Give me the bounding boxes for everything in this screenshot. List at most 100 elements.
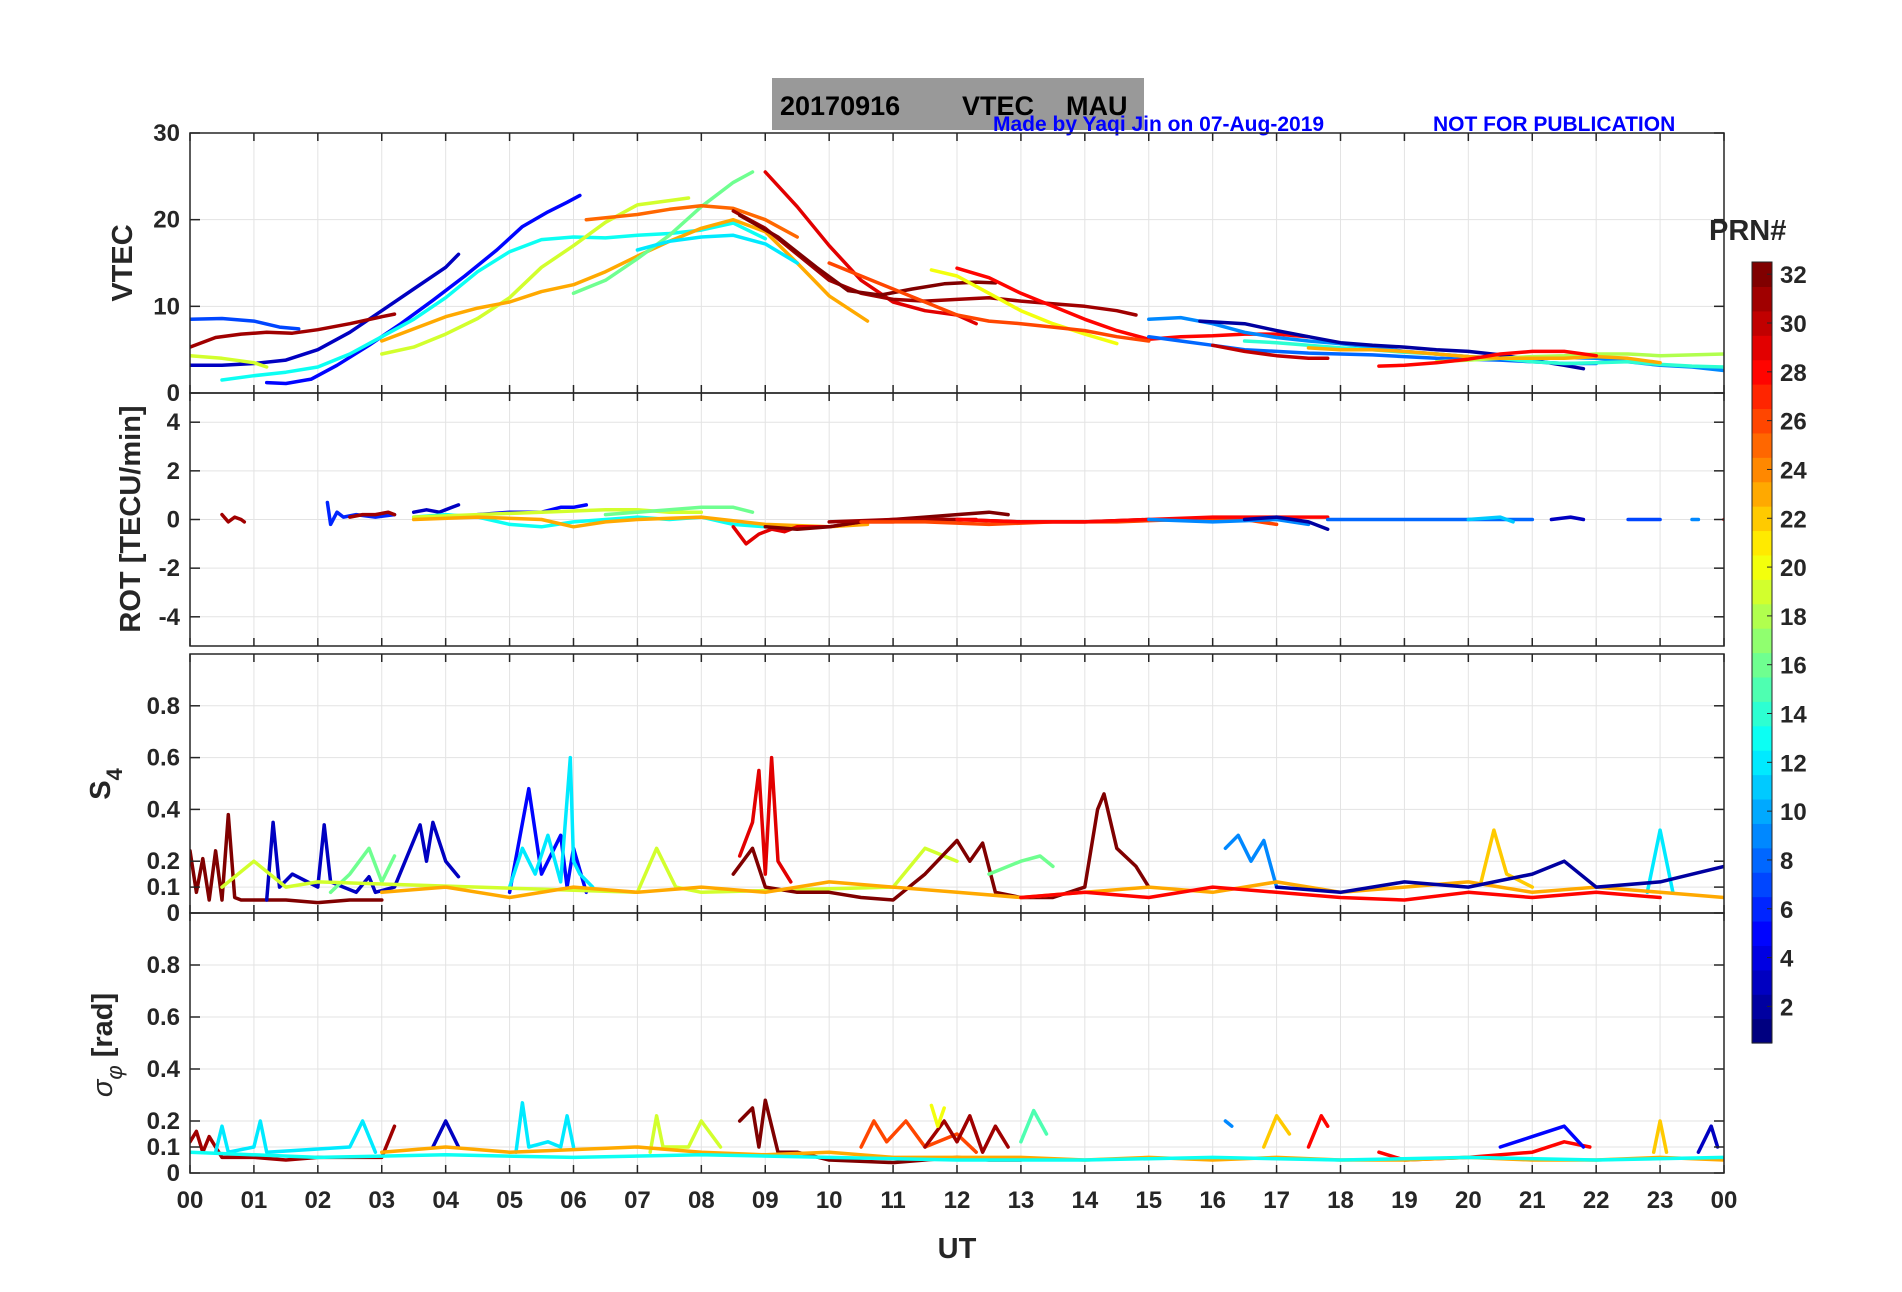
colorbar-tick-label: 28 (1780, 360, 1807, 387)
series-prn-19 (220, 846, 959, 895)
colorbar-cell (1752, 579, 1772, 605)
series-prn-29 (737, 755, 793, 884)
y-tick-label: 0.6 (147, 1004, 180, 1031)
series-prn-7 (190, 316, 301, 331)
series-prn-9 (1147, 517, 1311, 527)
s4-yticks: 00.10.2 0.4 0.6 0.8 (147, 654, 1725, 927)
colorbar-cell (1752, 432, 1772, 458)
series-prn-31 (220, 512, 247, 524)
x-tick-label: 09 (752, 1187, 779, 1214)
series-prn-31 (923, 1114, 1010, 1154)
x-tick-label: 17 (1263, 1187, 1290, 1214)
x-tick-label: 12 (944, 1187, 971, 1214)
colorbar-cell (1752, 408, 1772, 434)
series-prn-19 (190, 353, 269, 369)
series-prn-3 (411, 503, 461, 514)
colorbar-cell (1752, 725, 1772, 751)
series-prn-23 (380, 217, 870, 343)
y-tick-label: 20 (153, 207, 180, 234)
y-tick-label: 0.8 (147, 693, 180, 720)
series-prn-9 (1223, 833, 1279, 889)
colorbar-cell (1752, 628, 1772, 654)
series-prn-9 (1223, 1119, 1234, 1128)
colorbar-cell (1752, 530, 1772, 556)
series-prn-22 (1262, 1114, 1292, 1149)
colorbar-tick-label: 16 (1780, 653, 1807, 680)
colorbar-cell (1752, 310, 1772, 336)
sigphi-ylabel: σφ [rad] (87, 993, 127, 1097)
credit-author: Made by Yaqi Jin on 07-Aug-2019 (993, 113, 1324, 136)
colorbar-cell (1752, 701, 1772, 727)
colorbar-cell (1752, 774, 1772, 800)
series-prn-32 (731, 792, 1151, 902)
series-prn-31 (731, 209, 1138, 317)
colorbar-tick-label: 8 (1780, 848, 1793, 875)
series-prn-3 (431, 1119, 461, 1149)
y-tick-label: 0.2 (147, 1108, 180, 1135)
y-tick-label: 0.1 (147, 1134, 180, 1161)
series-prn-28 (1019, 885, 1662, 902)
colorbar-tick-label: 20 (1780, 555, 1807, 582)
colorbar-cell (1752, 457, 1772, 483)
colorbar-tick-label: 12 (1780, 750, 1807, 777)
sigphi-ylabel-phi: φ (102, 1065, 127, 1079)
series-prn-22 (1651, 1119, 1669, 1154)
series-prn-3 (1549, 515, 1586, 522)
colorbar-cell (1752, 969, 1772, 995)
series-prn-16 (603, 505, 755, 517)
y-tick-label: 0.6 (147, 745, 180, 772)
x-tick-label: 00 (1711, 1187, 1738, 1214)
x-tick-label: 10 (816, 1187, 843, 1214)
panel-vtec: 0 10 20 30 VTEC (107, 120, 1725, 407)
series-prn-3 (264, 820, 461, 902)
colorbar-tick-label: 14 (1780, 702, 1807, 729)
series-prn-12 (635, 233, 799, 265)
series-prn-6 (325, 500, 397, 527)
x-tick-label: 01 (241, 1187, 268, 1214)
colorbar-cell (1752, 994, 1772, 1020)
sigphi-series (190, 1098, 1724, 1165)
colorbar-tick-label: 32 (1780, 262, 1807, 289)
x-tick-label: 04 (432, 1187, 459, 1214)
y-tick-label: 0.1 (147, 874, 180, 901)
x-tick-labels: 00 01 02 03 04 05 06 07 08 09 10 11 12 13 14 15 16 17 18 19… (177, 1187, 1738, 1214)
series-prn-28 (1306, 1114, 1330, 1149)
colorbar-cell (1752, 847, 1772, 873)
title-box (772, 78, 1144, 130)
series-prn-12 (213, 1119, 378, 1154)
colorbar-cell (1752, 872, 1772, 898)
y-tick-label: 0 (167, 380, 180, 407)
series-prn-11 (1466, 515, 1515, 524)
s4-ylabel: S4 (85, 767, 127, 799)
rot-series (220, 500, 1724, 546)
colorbar-tick-label: 26 (1780, 409, 1807, 436)
y-tick-label: 0 (167, 900, 180, 927)
series-prn-19 (411, 508, 704, 519)
sigphi-ylabel-sigma: σ (87, 1078, 119, 1097)
series-prn-15 (1019, 1108, 1049, 1144)
panel-rot: -4 -2 0 2 4 ROT [TECU/min] (115, 392, 1725, 647)
colorbar-cell (1752, 359, 1772, 385)
x-tick-label: 20 (1455, 1187, 1482, 1214)
colorbar-cell (1752, 603, 1772, 629)
vtec-ylabel: VTEC (107, 224, 139, 301)
series-prn-31 (190, 312, 397, 349)
colorbar-cell (1752, 384, 1772, 410)
series-prn-3 (1696, 1124, 1720, 1154)
colorbar-cell (1752, 506, 1772, 532)
colorbar-tick-label: 22 (1780, 506, 1807, 533)
x-tick-label: 08 (688, 1187, 715, 1214)
colorbar-cell (1752, 262, 1772, 288)
series-prn-12 (514, 1101, 576, 1154)
colorbar-cell (1752, 1018, 1772, 1044)
series-prn-30 (1210, 343, 1330, 361)
x-tick-label: 06 (560, 1187, 587, 1214)
y-tick-label: 0.4 (147, 1056, 181, 1083)
colorbar-cell (1752, 335, 1772, 361)
y-tick-label: -4 (159, 604, 181, 631)
y-tick-label: 0 (167, 507, 180, 534)
series-prn-5 (264, 193, 582, 386)
sigphi-ylabel-unit: [rad] (87, 993, 119, 1057)
series-prn-2 (1242, 515, 1330, 531)
